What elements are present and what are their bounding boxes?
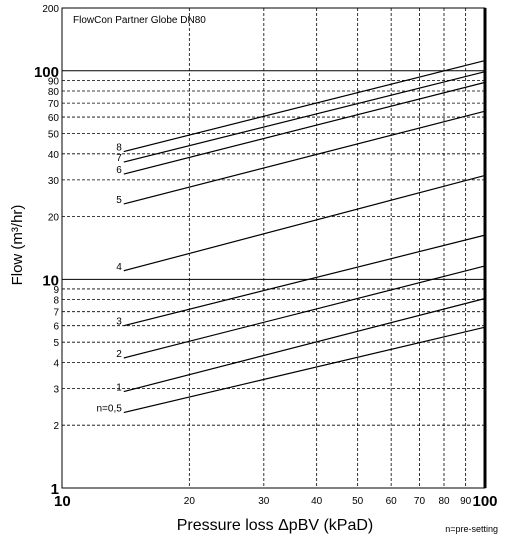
y-axis-label: Flow (m³/hr) [9,205,26,286]
series-label: 6 [116,165,122,176]
y-tick-label: 5 [53,338,59,349]
series-label: 2 [116,349,122,360]
y-tick-label: 4 [53,358,59,369]
x-tick-label: 90 [460,496,472,507]
y-tick-label: 100 [34,64,59,81]
x-tick-label: 20 [184,496,196,507]
series-line [123,110,486,205]
x-tick-label: 40 [311,496,323,507]
x-tick-label: 50 [352,496,364,507]
y-tick-label: 1 [51,481,59,498]
y-tick-label: 30 [48,176,60,187]
y-tick-label: 9 [53,285,59,296]
y-tick-label: 60 [48,113,60,124]
series-line [123,326,486,414]
y-tick-label: 10 [42,272,59,289]
series-line [123,265,486,359]
x-tick-label: 30 [258,496,270,507]
y-tick-label: 200 [42,4,59,15]
y-tick-label: 70 [48,99,60,110]
series-line [123,81,486,175]
y-tick-label: 90 [48,76,60,87]
y-tick-label: 20 [48,213,60,224]
y-tick-label: 40 [48,150,60,161]
series-line [123,234,486,327]
series-label: 4 [116,262,122,273]
x-axis-label: Pressure loss ΔpBV (kPaD) [177,517,374,534]
y-tick-label: 3 [53,384,59,395]
chart-title: FlowCon Partner Globe DN80 [73,15,206,26]
series-label: 1 [116,383,122,394]
y-tick-label: 50 [48,130,60,141]
x-tick-label: 80 [438,496,450,507]
series-line [123,71,486,163]
series-label: 3 [116,317,122,328]
series-line [123,297,486,393]
series-lines [123,59,486,414]
x-tick-label: 60 [386,496,398,507]
x-tick-label: 10 [54,493,71,510]
series-label: n=0,5 [96,404,122,415]
y-tick-label: 6 [53,322,59,333]
x-tick-label: 70 [414,496,426,507]
pre-setting-note: n=pre-setting [445,524,498,534]
series-label: 5 [116,195,122,206]
x-tick-labels: 10 20 30 40 50 60 70 80 90 100 [54,493,498,510]
y-tick-label: 2 [53,421,59,432]
series-label: 8 [116,143,122,154]
y-tick-label: 8 [53,296,59,307]
grid [62,8,485,488]
x-tick-label: 100 [472,493,497,510]
plot-background [62,8,485,488]
series-line [123,174,486,272]
series-line [123,59,486,153]
y-tick-label: 7 [53,308,59,319]
y-tick-label: 80 [48,87,60,98]
series-labels: n=0,5 1 2 3 4 5 678 [96,143,122,415]
series-label: 7 [116,153,122,164]
